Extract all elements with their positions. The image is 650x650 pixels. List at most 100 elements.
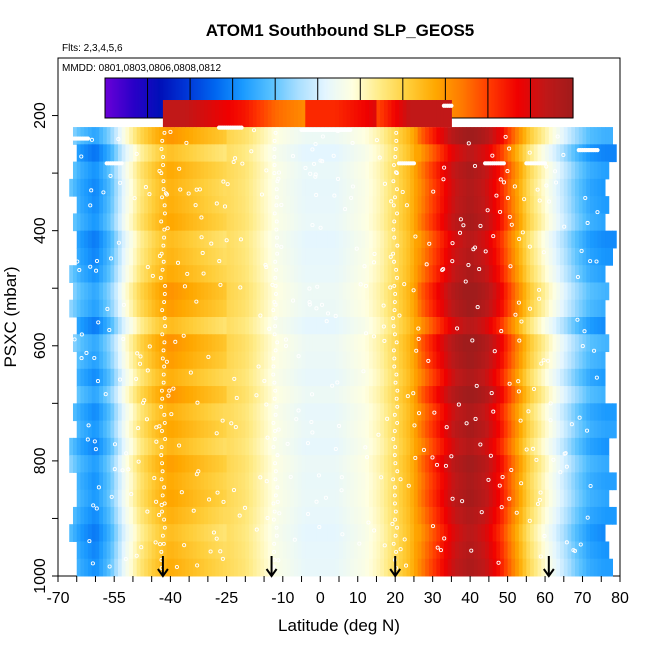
colorbar-cell <box>425 78 428 118</box>
heatmap-cell <box>575 299 580 318</box>
sample-point <box>87 539 92 544</box>
heatmap-cell <box>117 230 123 249</box>
heatmap-cell <box>417 127 422 145</box>
heatmap-cell <box>432 541 437 560</box>
heatmap-cell <box>282 368 288 387</box>
heatmap-cell <box>500 161 505 180</box>
sample-point <box>313 174 318 179</box>
heatmap-cell <box>192 489 198 508</box>
heatmap-cell <box>181 282 186 301</box>
colorbar-cell <box>331 78 334 118</box>
heatmap-cell <box>342 558 347 577</box>
heatmap-cell <box>76 386 81 404</box>
heatmap-cell <box>324 558 329 577</box>
sample-point <box>215 490 220 495</box>
sample-point <box>163 283 167 288</box>
heatmap-cell <box>155 127 160 145</box>
heatmap-cell <box>537 247 542 266</box>
heatmap-cell <box>522 127 527 145</box>
heatmap-cell <box>440 351 445 370</box>
heatmap-cell <box>316 100 321 128</box>
heatmap-cell <box>376 282 381 301</box>
heatmap-cell <box>114 472 119 491</box>
heatmap-cell <box>466 386 471 404</box>
heatmap-cell <box>286 161 291 180</box>
heatmap-cell <box>136 196 141 214</box>
heatmap-cell <box>84 196 89 214</box>
heatmap-cell <box>590 196 595 214</box>
heatmap-cell <box>151 524 156 542</box>
heatmap-cell <box>357 317 362 335</box>
heatmap-cell <box>237 230 243 249</box>
heatmap-cell <box>391 351 396 370</box>
heatmap-cell <box>200 489 205 508</box>
heatmap-cell <box>466 299 471 318</box>
sample-point <box>308 171 313 176</box>
heatmap-cell <box>361 144 366 163</box>
heatmap-cell <box>312 317 318 335</box>
colorbar-cell <box>503 78 506 118</box>
heatmap-cell <box>159 196 164 214</box>
heatmap-cell <box>458 334 464 353</box>
sample-point <box>162 501 167 506</box>
heatmap-cell <box>237 351 243 370</box>
heatmap-cell <box>87 455 93 473</box>
heatmap-cell <box>249 558 254 577</box>
heatmap-cell <box>590 506 595 525</box>
heatmap-cell <box>297 213 303 232</box>
heatmap-cell <box>87 299 93 318</box>
heatmap-cell <box>485 403 490 422</box>
heatmap-cell <box>267 437 273 456</box>
heatmap-cell <box>151 196 156 214</box>
heatmap-cell <box>320 386 325 404</box>
heatmap-cell <box>87 420 93 439</box>
heatmap-cell <box>132 437 138 456</box>
heatmap-cell <box>597 317 602 335</box>
sample-point <box>160 332 165 337</box>
heatmap-cell <box>541 455 546 473</box>
heatmap-cell <box>271 368 276 387</box>
heatmap-cell <box>316 161 321 180</box>
heatmap-cell <box>500 455 505 473</box>
heatmap-cell <box>234 506 239 525</box>
heatmap-cell <box>402 299 407 318</box>
heatmap-cell <box>402 455 407 473</box>
heatmap-cell <box>391 524 396 542</box>
colorbar-cell <box>193 78 196 118</box>
heatmap-cell <box>541 506 546 525</box>
heatmap-cell <box>406 178 411 197</box>
heatmap-cell <box>219 403 224 422</box>
heatmap-cell <box>488 455 494 473</box>
heatmap-cell <box>470 437 475 456</box>
heatmap-cell <box>140 161 145 180</box>
sample-point <box>398 547 403 552</box>
colorbar-cell <box>340 78 342 118</box>
heatmap-cell <box>537 403 542 422</box>
colorbar-cell <box>565 78 568 118</box>
heatmap-cell <box>526 247 531 266</box>
heatmap-cell <box>350 299 355 318</box>
sample-point <box>201 271 206 276</box>
sample-point <box>160 396 165 401</box>
heatmap-cell <box>432 317 437 335</box>
heatmap-cell <box>166 472 171 491</box>
heatmap-cell <box>492 282 497 301</box>
heatmap-cell <box>372 351 377 370</box>
heatmap-cell <box>192 506 198 525</box>
heatmap-cell <box>552 144 557 163</box>
heatmap-cell <box>166 437 171 456</box>
sample-point <box>371 260 377 265</box>
heatmap-cell <box>575 196 580 214</box>
heatmap-cell <box>481 144 486 163</box>
heatmap-cell <box>530 213 535 232</box>
heatmap-cell <box>488 213 494 232</box>
heatmap-cell <box>331 127 336 145</box>
heatmap-cell <box>69 524 74 542</box>
heatmap-cell <box>387 506 392 525</box>
heatmap-cell <box>249 196 254 214</box>
heatmap-cell <box>488 161 494 180</box>
heatmap-cell <box>522 178 527 197</box>
heatmap-cell <box>222 144 228 163</box>
sample-point <box>162 420 167 425</box>
sample-point <box>256 364 261 369</box>
